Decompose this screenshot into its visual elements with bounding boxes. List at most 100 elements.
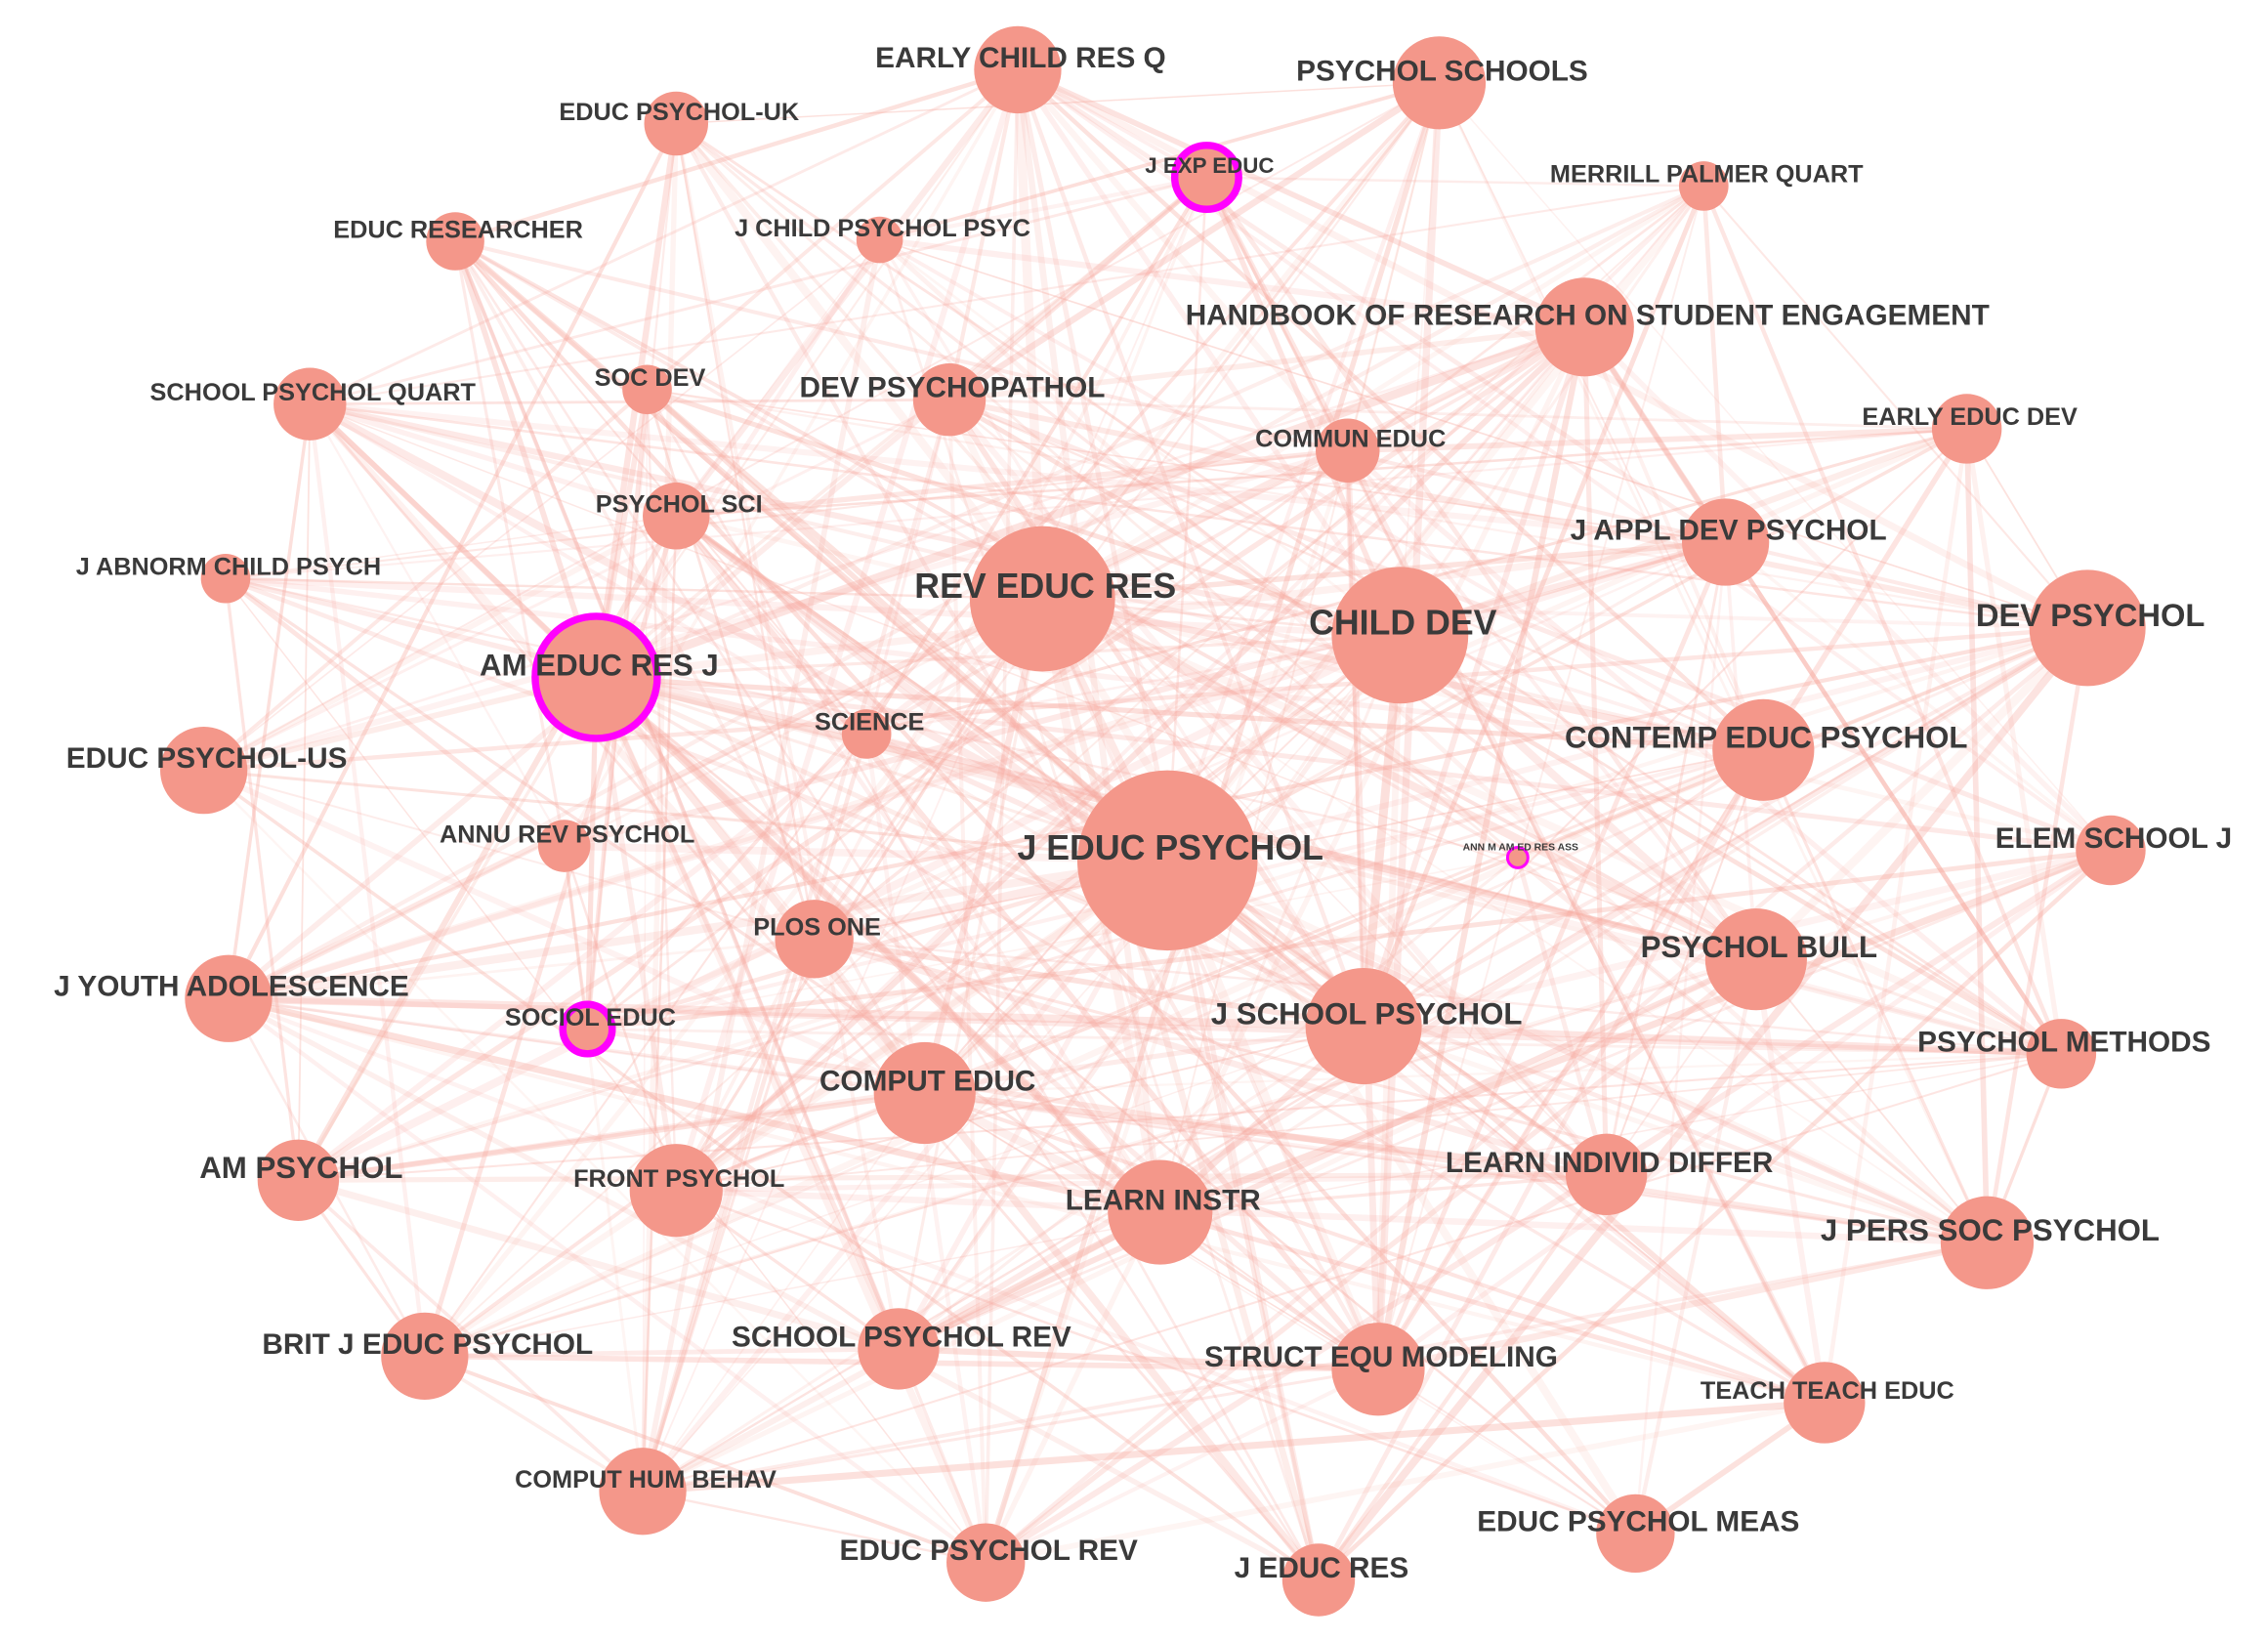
- edge: [452, 67, 1021, 244]
- edge: [202, 769, 1169, 863]
- node: [644, 91, 709, 156]
- edge: [1438, 81, 1989, 1244]
- edge: [895, 1345, 1382, 1372]
- node: [1596, 1494, 1675, 1574]
- edge: [896, 858, 1170, 1352]
- node: [1281, 1543, 1356, 1617]
- edge: [594, 675, 1169, 863]
- edge: [224, 994, 1368, 1031]
- node: [1704, 908, 1807, 1011]
- edge: [423, 733, 868, 1358]
- edge: [306, 400, 929, 1097]
- edge: [307, 400, 1404, 639]
- edge: [422, 848, 2113, 1359]
- edge: [593, 674, 1381, 1372]
- edge: [946, 323, 1588, 403]
- node: [1712, 698, 1815, 801]
- node: [858, 1308, 940, 1390]
- edge: [983, 847, 2115, 1566]
- edge: [296, 748, 1765, 1182]
- edge: [1039, 184, 1706, 602]
- edge: [864, 398, 951, 736]
- edge: [202, 238, 881, 772]
- edge: [646, 388, 817, 941]
- edge: [897, 184, 1705, 1351]
- node-label: STRUCT EQU MODELING: [1204, 1341, 1558, 1373]
- edge: [1396, 631, 1760, 964]
- edge: [1040, 176, 1208, 601]
- edge: [222, 575, 1404, 639]
- edge: [306, 400, 1172, 864]
- node: [2029, 569, 2146, 687]
- edge: [1013, 64, 1047, 604]
- node-label: LEARN INDIVID DIFFER: [1446, 1147, 1774, 1179]
- edge: [1515, 855, 1610, 1177]
- edge: [640, 732, 869, 1494]
- node: [1331, 567, 1469, 704]
- node-label: SOC DEV: [595, 364, 706, 392]
- edge: [947, 398, 1989, 1244]
- node: [2076, 815, 2146, 886]
- edge: [421, 857, 1171, 1360]
- edge: [878, 238, 2088, 629]
- edge: [560, 842, 1172, 864]
- edge: [1204, 175, 1759, 962]
- edge: [584, 1026, 1991, 1246]
- edge: [877, 80, 1442, 242]
- node-label: PSYCHOL BULL: [1641, 930, 1877, 964]
- edge: [309, 402, 566, 848]
- edge: [876, 236, 1588, 330]
- edge: [592, 538, 1730, 682]
- edge: [586, 122, 678, 1031]
- edge: [672, 512, 1367, 1031]
- edge: [226, 996, 988, 1565]
- edge: [1041, 598, 1608, 1176]
- edge: [674, 121, 901, 1351]
- nodes: [160, 25, 2146, 1617]
- edge: [675, 82, 1441, 125]
- edge: [1702, 185, 2089, 629]
- edge: [878, 238, 1402, 637]
- edge: [646, 388, 1321, 1581]
- edge: [1345, 448, 1758, 962]
- edge: [1964, 426, 2064, 1057]
- node: [1316, 418, 1380, 484]
- edge: [921, 1089, 1611, 1178]
- edge: [453, 239, 1520, 860]
- edge: [640, 858, 1171, 1494]
- edge: [641, 1052, 2063, 1493]
- edge: [1761, 748, 1990, 1244]
- node: [622, 364, 672, 415]
- edge: [675, 1189, 1637, 1536]
- node-label: J CHILD PSYCHOL PSYC: [735, 215, 1030, 242]
- edge: [864, 175, 1209, 736]
- node-label: J EXP EDUC: [1145, 153, 1274, 178]
- edge: [593, 674, 2064, 1057]
- edge: [984, 1367, 1380, 1565]
- edge: [1040, 81, 1441, 601]
- edge: [1375, 539, 1729, 1372]
- edge: [897, 849, 2113, 1351]
- edge: [674, 121, 1609, 1177]
- node: [912, 363, 987, 437]
- edge: [641, 1368, 1380, 1494]
- edge: [1316, 1172, 1609, 1582]
- edge: [641, 1241, 1990, 1494]
- edge: [226, 996, 1827, 1406]
- edge: [641, 514, 678, 1493]
- node: [381, 1312, 469, 1400]
- edge: [1345, 448, 1365, 1029]
- node: [273, 367, 347, 441]
- node-label: CHILD DEV: [1309, 603, 1497, 642]
- edge: [673, 513, 1827, 1406]
- edge: [947, 398, 1969, 431]
- node: [1534, 277, 1634, 377]
- node-label: PSYCHOL SCI: [596, 491, 763, 519]
- edge: [200, 513, 680, 774]
- edge: [1822, 426, 1969, 1406]
- edge: [1346, 81, 1441, 452]
- edge: [1157, 1209, 1827, 1406]
